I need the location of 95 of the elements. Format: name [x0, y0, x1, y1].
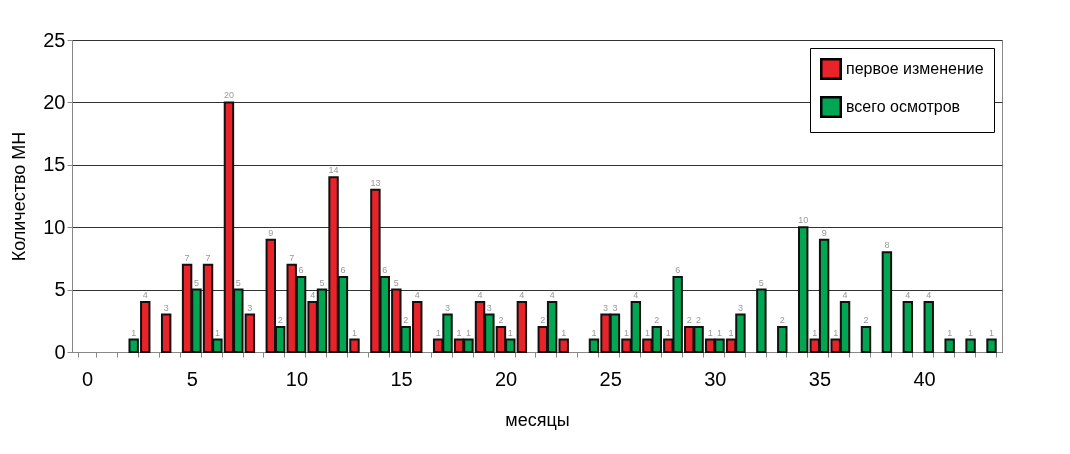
data-label: 5 [235, 277, 241, 288]
bar [923, 301, 934, 353]
data-label: 1 [623, 327, 629, 338]
data-label: 4 [310, 290, 316, 301]
bar [860, 326, 872, 353]
data-label: 1 [728, 327, 734, 338]
y-tick-label: 15 [43, 153, 66, 176]
data-label: 14 [328, 165, 339, 176]
data-label: 13 [370, 177, 381, 188]
x-tick-label: 0 [82, 367, 94, 390]
data-label: 4 [926, 290, 932, 301]
bar [798, 226, 809, 353]
data-label: 5 [393, 277, 399, 288]
legend-label: первое изменение [846, 60, 984, 77]
data-label: 4 [905, 290, 911, 301]
data-label: 1 [214, 327, 220, 338]
data-label: 2 [540, 315, 546, 326]
data-label: 4 [142, 290, 148, 301]
data-label: 1 [968, 327, 974, 338]
data-label: 1 [833, 327, 839, 338]
data-label: 3 [163, 302, 169, 313]
data-label: 7 [289, 252, 295, 263]
data-label: 4 [519, 290, 525, 301]
y-tick-label: 5 [54, 278, 66, 301]
data-label: 6 [382, 265, 388, 276]
bar [881, 251, 893, 353]
data-label: 1 [717, 327, 723, 338]
x-tick-label: 10 [285, 367, 309, 390]
data-label: 3 [445, 302, 451, 313]
data-label: 2 [277, 315, 283, 326]
data-label: 1 [456, 327, 462, 338]
data-label: 1 [707, 327, 713, 338]
x-tick-label: 35 [808, 367, 832, 390]
data-label: 4 [633, 290, 639, 301]
data-label: 1 [947, 327, 953, 338]
data-label: 1 [812, 327, 818, 338]
data-label: 4 [414, 290, 420, 301]
x-tick-label: 30 [704, 367, 727, 390]
data-label: 8 [884, 240, 890, 251]
data-label: 2 [863, 315, 869, 326]
data-label: 2 [498, 315, 504, 326]
data-label: 2 [686, 315, 692, 326]
data-label: 6 [675, 265, 681, 276]
data-label: 3 [486, 302, 492, 313]
data-label: 1 [131, 327, 137, 338]
data-label: 20 [223, 90, 234, 101]
data-label: 5 [319, 277, 325, 288]
data-label: 5 [758, 277, 764, 288]
data-label: 2 [403, 315, 409, 326]
x-tick-label: 15 [390, 367, 413, 390]
data-label: 1 [507, 327, 513, 338]
data-label: 4 [477, 290, 483, 301]
data-label: 7 [184, 252, 190, 263]
y-tick-label: 25 [43, 28, 66, 51]
data-label: 9 [268, 227, 274, 238]
data-label: 10 [798, 215, 809, 226]
bar [777, 326, 788, 353]
data-label: 1 [644, 327, 650, 338]
data-label: 3 [247, 302, 253, 313]
y-tick-label: 20 [43, 90, 66, 113]
data-label: 4 [549, 290, 555, 301]
bar [902, 301, 914, 353]
x-tick-label: 5 [186, 367, 198, 390]
data-label: 1 [665, 327, 671, 338]
y-axis-title: Количество МН [9, 131, 30, 262]
data-label: 4 [842, 290, 848, 301]
bar [986, 338, 997, 353]
data-label: 1 [591, 327, 597, 338]
data-label: 3 [603, 302, 609, 313]
data-label: 3 [737, 302, 743, 313]
y-tick-label: 10 [43, 215, 66, 238]
data-label: 2 [654, 315, 660, 326]
x-tick-label: 40 [913, 367, 936, 390]
bar [756, 288, 767, 353]
data-label: 1 [435, 327, 441, 338]
x-tick-label: 20 [494, 367, 518, 390]
data-label: 7 [205, 252, 211, 263]
x-axis-title: месяцы [505, 409, 570, 430]
data-label: 9 [821, 227, 827, 238]
bar [944, 338, 955, 353]
data-label: 1 [989, 327, 995, 338]
data-label: 1 [561, 327, 567, 338]
data-label: 3 [612, 302, 618, 313]
x-tick-label: 25 [599, 367, 622, 390]
data-label: 5 [193, 277, 199, 288]
y-tick-label: 0 [54, 340, 66, 363]
data-label: 2 [779, 315, 785, 326]
data-label: 1 [465, 327, 471, 338]
data-label: 6 [340, 265, 346, 276]
data-label: 1 [351, 327, 357, 338]
bar [965, 338, 976, 353]
data-label: 2 [696, 315, 702, 326]
legend-label: всего осмотров [846, 98, 961, 115]
data-label: 6 [298, 265, 304, 276]
bar [160, 313, 172, 353]
